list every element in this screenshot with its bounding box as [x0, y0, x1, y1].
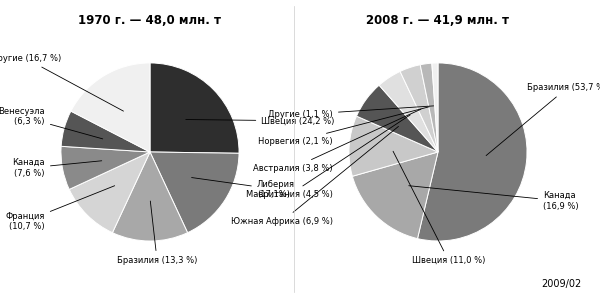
Text: Канада
(7,6 %): Канада (7,6 %) — [13, 158, 102, 178]
Text: Швеция (24,2 %): Швеция (24,2 %) — [186, 116, 335, 125]
Wedge shape — [356, 85, 438, 152]
Text: Австралия (3,8 %): Австралия (3,8 %) — [253, 109, 421, 173]
Text: Мавритания (4,5 %): Мавритания (4,5 %) — [246, 115, 410, 199]
Wedge shape — [112, 152, 188, 241]
Wedge shape — [150, 152, 239, 233]
Wedge shape — [150, 63, 239, 153]
Text: Либерия
(17,1%): Либерия (17,1%) — [191, 178, 295, 199]
Text: Швеция (11,0 %): Швеция (11,0 %) — [393, 151, 485, 265]
Wedge shape — [71, 63, 150, 152]
Text: Норвегия (2,1 %): Норвегия (2,1 %) — [259, 107, 429, 146]
Wedge shape — [349, 116, 438, 176]
Wedge shape — [352, 152, 438, 239]
Wedge shape — [418, 63, 527, 241]
Text: Венесуэла
(6,3 %): Венесуэла (6,3 %) — [0, 107, 103, 139]
Text: Канада
(16,9 %): Канада (16,9 %) — [409, 186, 578, 211]
Text: Бразилия (13,3 %): Бразилия (13,3 %) — [117, 201, 197, 265]
Wedge shape — [61, 146, 150, 190]
Wedge shape — [69, 152, 150, 233]
Text: Франция
(10,7 %): Франция (10,7 %) — [5, 186, 115, 231]
Text: Бразилия (53,7 %): Бразилия (53,7 %) — [486, 83, 600, 156]
Wedge shape — [432, 63, 438, 152]
Title: 2008 г. — 41,9 млн. т: 2008 г. — 41,9 млн. т — [367, 14, 509, 27]
Text: Южная Африка (6,9 %): Южная Африка (6,9 %) — [231, 126, 398, 226]
Wedge shape — [379, 72, 438, 152]
Text: 2009/02: 2009/02 — [542, 279, 582, 289]
Text: Другие (1,1 %): Другие (1,1 %) — [268, 106, 434, 119]
Wedge shape — [61, 111, 150, 152]
Title: 1970 г. — 48,0 млн. т: 1970 г. — 48,0 млн. т — [79, 14, 221, 27]
Wedge shape — [400, 65, 438, 152]
Text: Другие (16,7 %): Другие (16,7 %) — [0, 54, 124, 111]
Wedge shape — [420, 63, 438, 152]
